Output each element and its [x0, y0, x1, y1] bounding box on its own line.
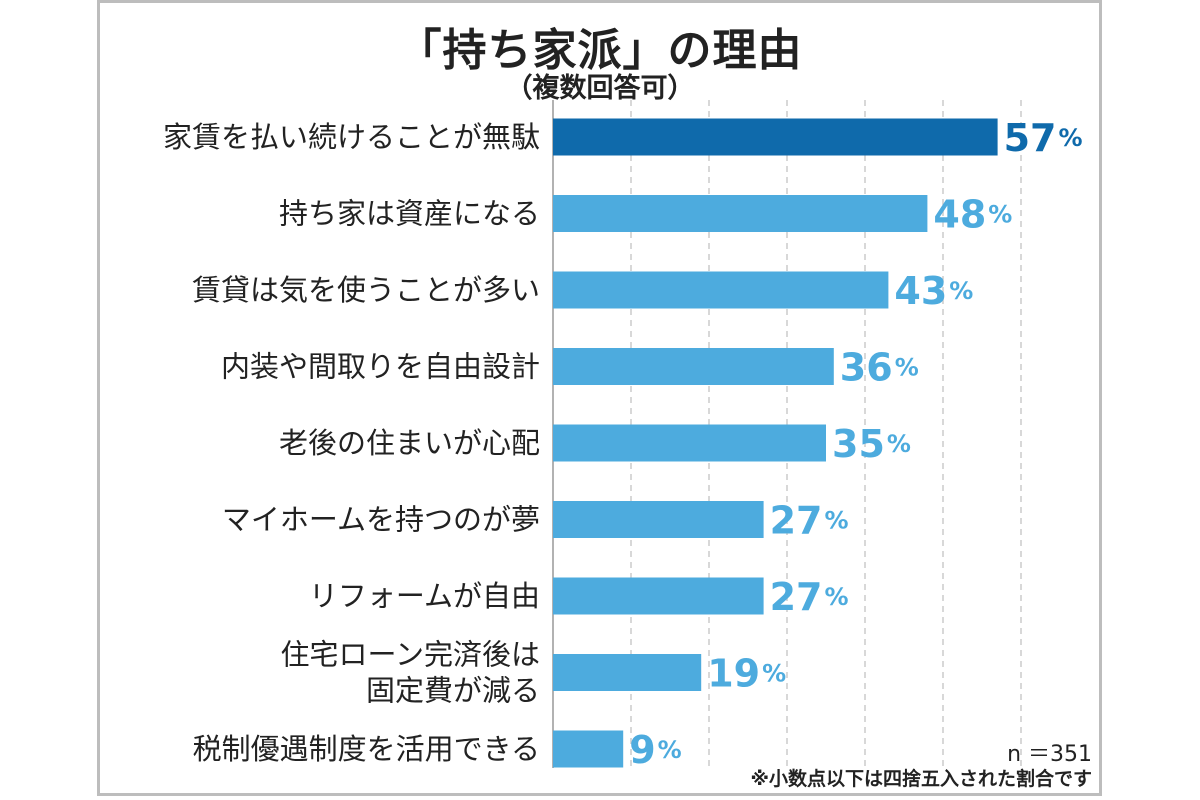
chart-title: 「持ち家派」の理由 — [397, 25, 803, 76]
category-label: マイホームを持つのが夢 — [222, 503, 540, 537]
value-label: 57% — [1004, 116, 1083, 160]
bar — [553, 424, 826, 462]
bar — [553, 501, 764, 538]
category-label: 持ち家は資産になる — [279, 197, 540, 231]
value-label: 43% — [894, 269, 973, 313]
bar — [553, 348, 834, 385]
value-label: 27% — [770, 499, 849, 543]
category-label: 住宅ローン完済後は固定費が減る — [280, 638, 540, 708]
bar — [553, 118, 998, 156]
bar — [553, 730, 624, 768]
category-label: リフォームが自由 — [309, 579, 540, 613]
bar — [553, 577, 764, 615]
value-label: 9% — [629, 728, 682, 772]
category-label: 家賃を払い続けることが無駄 — [163, 120, 540, 154]
sample-size-note: n ＝351 — [1007, 742, 1092, 767]
value-label: 36% — [840, 346, 919, 390]
value-label: 19% — [707, 652, 786, 696]
rounding-note: ※小数点以下は四捨五入された割合です — [750, 768, 1092, 790]
value-label: 48% — [933, 193, 1012, 237]
bar — [553, 195, 928, 232]
bar — [553, 654, 702, 691]
category-label: 老後の住まいが心配 — [279, 426, 540, 460]
category-label: 内装や間取りを自由設計 — [221, 350, 540, 384]
category-label: 税制優遇制度を活用できる — [193, 732, 540, 766]
bar — [553, 271, 889, 309]
category-label: 賃貸は気を使うことが多い — [192, 273, 540, 307]
chart-subtitle: （複数回答可） — [505, 73, 695, 104]
value-label: 27% — [770, 575, 849, 619]
value-label: 35% — [832, 422, 911, 466]
